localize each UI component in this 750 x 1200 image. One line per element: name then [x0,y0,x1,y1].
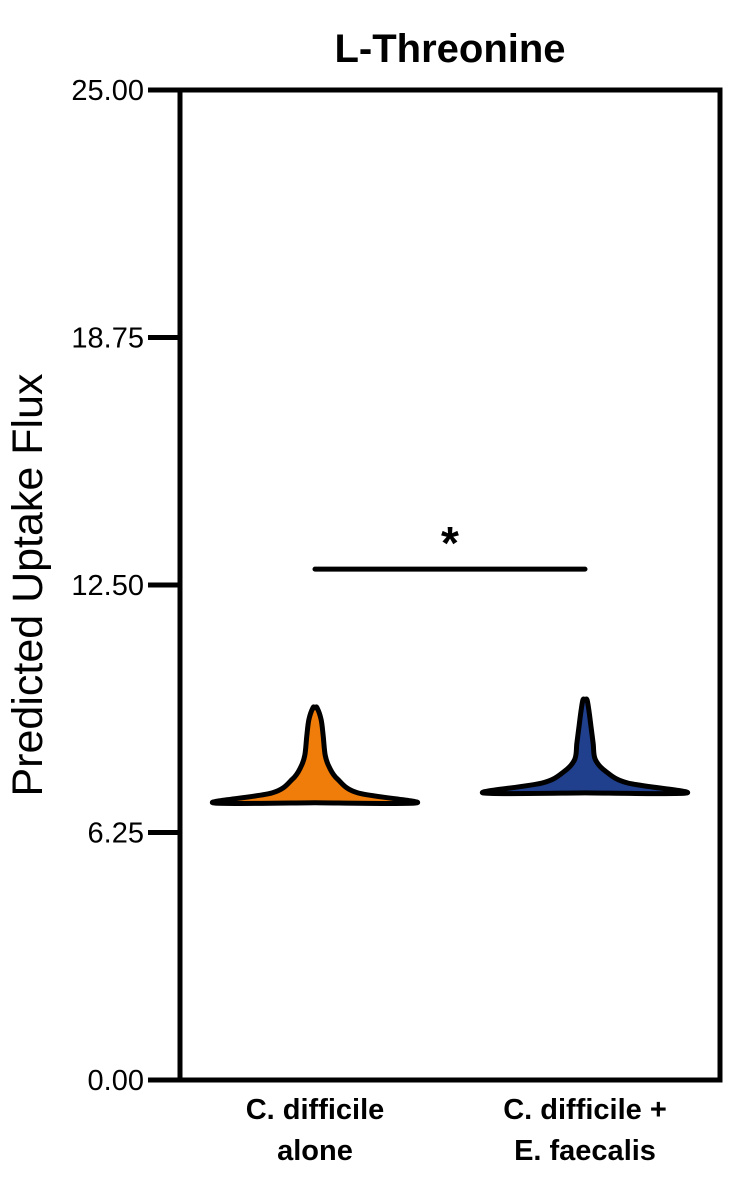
significance-star: * [441,517,459,569]
y-tick-label: 12.50 [71,570,144,602]
y-tick-label: 18.75 [71,323,144,355]
x-tick-label-line: E. faecalis [514,1135,656,1167]
x-tick-label: C. difficile + E. faecalis [503,1094,667,1167]
x-tick-label-line: alone [277,1135,353,1167]
y-tick-label: 25.00 [71,75,144,107]
x-axis-labels: C. difficile alone C. difficile + E. faecal… [246,1094,667,1167]
plot-frame [177,87,723,1083]
y-axis-label: Predicted Uptake Flux [4,373,52,797]
y-axis-ticks: 0.00 6.25 12.50 18.75 25.00 [71,75,180,1097]
violin-shape [480,696,690,797]
violins [210,696,690,807]
x-tick-label-line: C. difficile [246,1094,385,1126]
violin-shape [210,704,420,807]
x-tick-label: C. difficile alone [246,1094,385,1167]
significance-annotation: * [312,517,588,572]
chart-title: L-Threonine [334,27,565,71]
y-tick-label: 0.00 [88,1065,144,1097]
x-tick-label-line: C. difficile + [503,1094,667,1126]
y-tick-label: 6.25 [88,818,144,850]
